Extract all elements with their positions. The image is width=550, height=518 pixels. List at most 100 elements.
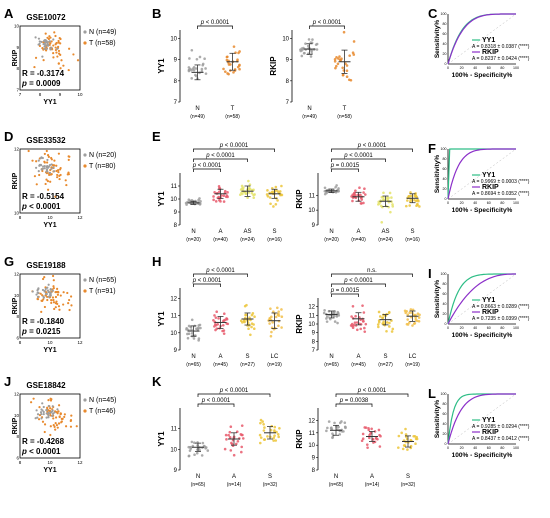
y-tick-label: 8	[16, 314, 19, 319]
data-point	[344, 426, 347, 430]
data-point	[335, 315, 339, 318]
data-point	[53, 307, 56, 311]
data-point	[188, 449, 192, 452]
data-point	[198, 55, 202, 59]
data-point	[52, 44, 55, 47]
data-point	[277, 310, 280, 313]
data-point	[380, 220, 384, 224]
data-point	[42, 165, 45, 168]
data-point	[310, 49, 314, 53]
bracket-p-value: p < 0.0001	[357, 388, 387, 394]
data-point	[224, 433, 228, 437]
group-label: A	[218, 354, 222, 360]
significance-bracket	[193, 158, 248, 162]
data-point	[355, 321, 359, 324]
data-point	[266, 435, 269, 438]
y-tick-label: 10	[14, 413, 20, 418]
legend-label: YY1	[482, 37, 495, 44]
data-point	[213, 191, 216, 194]
data-point	[64, 179, 67, 182]
x-tick-label: 20	[460, 201, 464, 205]
data-point	[62, 291, 65, 294]
data-point	[187, 324, 191, 328]
data-point	[270, 424, 274, 428]
data-point	[377, 428, 381, 432]
y-tick-label: 8	[16, 66, 19, 71]
correlation-r: R = -0.1840	[22, 317, 65, 326]
data-point	[55, 411, 58, 414]
data-point	[48, 171, 52, 174]
data-point	[38, 164, 41, 167]
data-point	[58, 415, 61, 418]
group-label: N	[329, 229, 333, 235]
data-point	[36, 295, 40, 299]
data-point	[406, 199, 409, 202]
data-point	[274, 439, 278, 442]
data-point	[187, 66, 191, 69]
roc-panel-C: C002020404060608080100100Sensitivity%100…	[428, 6, 530, 79]
data-point	[390, 330, 394, 333]
data-point	[45, 172, 49, 175]
data-point	[409, 191, 412, 194]
data-point	[47, 155, 50, 158]
group-n-label: (n=16)	[405, 237, 420, 243]
y-tick-label: 20	[443, 187, 447, 191]
y-tick-label: 9	[174, 210, 178, 216]
data-point	[353, 191, 356, 195]
data-point	[342, 30, 346, 34]
data-point	[350, 322, 354, 326]
data-point	[55, 290, 58, 294]
data-point	[67, 173, 70, 176]
y-tick-label: 0	[445, 62, 447, 66]
x-tick-label: 80	[500, 446, 504, 450]
bracket-p-value: n.s.	[367, 268, 377, 274]
bracket-p-value: p < 0.0001	[205, 153, 235, 159]
data-point	[338, 421, 342, 425]
data-point	[45, 412, 48, 415]
data-point	[413, 321, 417, 325]
dataset-title: GSE19188	[26, 261, 66, 270]
data-point	[43, 305, 47, 309]
data-point	[359, 202, 363, 205]
group-label: A	[356, 229, 360, 235]
x-tick-label: 10	[47, 460, 53, 465]
group-n-label: (n=40)	[213, 237, 228, 243]
group-label: N	[196, 474, 200, 480]
data-point	[223, 189, 227, 193]
data-point	[364, 193, 367, 196]
y-tick-label: 10	[170, 197, 177, 203]
data-point	[42, 43, 45, 46]
data-point	[44, 32, 47, 35]
data-point	[31, 290, 34, 293]
data-point	[39, 411, 43, 414]
data-point	[49, 411, 52, 414]
group-label: N	[329, 354, 333, 360]
data-point	[271, 321, 274, 324]
data-point	[53, 31, 56, 34]
y-tick-label: 100	[441, 392, 447, 396]
data-point	[39, 164, 43, 167]
x-tick-label: 8	[39, 92, 42, 97]
data-point	[223, 70, 227, 73]
data-point	[250, 322, 254, 325]
data-point	[276, 306, 279, 310]
data-point	[222, 319, 226, 322]
data-point	[51, 412, 55, 415]
x-tick-label: 0	[447, 201, 449, 205]
data-point	[59, 173, 62, 177]
data-point	[52, 424, 55, 427]
data-point	[408, 204, 411, 207]
data-point	[192, 68, 196, 72]
data-point	[68, 155, 71, 158]
group-n-label: (n=65)	[191, 482, 206, 488]
data-point	[376, 437, 379, 441]
data-point	[56, 55, 59, 58]
data-point	[252, 193, 255, 197]
data-point	[57, 152, 60, 155]
roc-curve-rkip	[447, 393, 516, 445]
data-point	[46, 406, 49, 409]
y-tick-label: 40	[443, 177, 447, 181]
data-point	[343, 421, 347, 425]
y-axis-label: Sensitivity%	[434, 400, 441, 439]
data-point	[40, 299, 43, 302]
